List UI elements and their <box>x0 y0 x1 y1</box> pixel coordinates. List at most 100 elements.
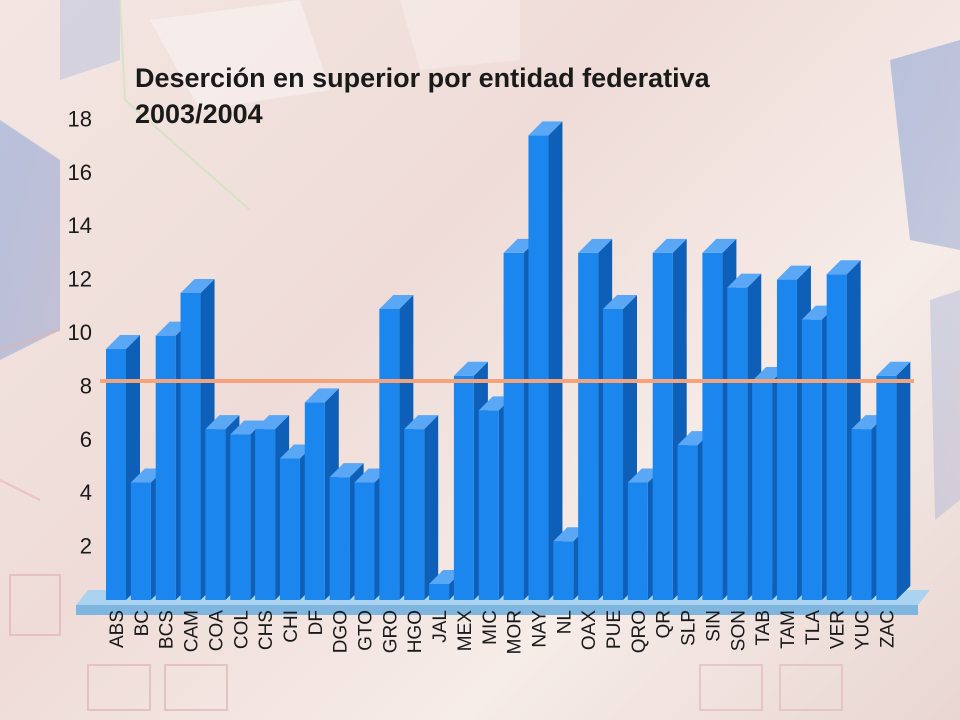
bar-front <box>851 429 872 600</box>
bar-front <box>429 583 450 600</box>
bar-front <box>130 482 151 600</box>
x-tick-label: QRO <box>629 610 650 653</box>
x-tick-label: JAL <box>430 610 451 643</box>
x-tick-label: CHS <box>256 610 277 650</box>
bar-top <box>329 463 364 478</box>
bar-front <box>329 477 350 600</box>
x-tick-label: BCS <box>157 610 178 649</box>
x-tick-label: CHI <box>281 610 302 643</box>
x-tick-label: TAM <box>778 610 799 649</box>
bar-top <box>106 335 140 350</box>
x-tick-label: DGO <box>331 610 352 653</box>
x-tick-label: NL <box>554 610 575 634</box>
bar-front <box>528 135 549 601</box>
bar-front <box>603 308 623 600</box>
y-tick-label: 10 <box>68 320 92 345</box>
x-tick-label: HGO <box>405 610 426 653</box>
bar-top <box>404 415 439 430</box>
bar-front <box>553 541 574 600</box>
bar-front <box>279 458 300 600</box>
y-tick-label: 6 <box>80 427 92 452</box>
x-tick-label: SIN <box>703 610 724 642</box>
x-tick-label: BC <box>132 610 153 636</box>
bar-front <box>379 308 400 600</box>
bars <box>106 121 911 601</box>
bar-side <box>424 415 439 600</box>
bar-top <box>230 420 265 435</box>
x-tick-label: MOR <box>505 610 526 654</box>
bar-top <box>603 294 637 309</box>
bar-front <box>404 429 425 600</box>
x-tick-label: DF <box>306 610 327 635</box>
bar-front <box>801 319 822 600</box>
y-tick-label: 8 <box>80 373 92 398</box>
bar-side <box>548 121 563 601</box>
bar-top <box>876 361 911 376</box>
x-tick-label: ZAC <box>877 610 898 648</box>
bar-top <box>180 278 215 293</box>
bar-top <box>379 294 414 309</box>
bar-front <box>702 252 723 600</box>
bar-front <box>826 274 847 600</box>
bar-top <box>652 238 687 253</box>
bar-top <box>453 361 488 376</box>
bar-front <box>230 434 251 600</box>
bar-front <box>255 429 276 600</box>
bar-front <box>677 445 698 600</box>
x-tick-label: QR <box>654 610 675 639</box>
floor-front <box>76 605 918 615</box>
y-tick-label: 18 <box>68 106 92 131</box>
bar-top <box>255 415 290 430</box>
bar-front <box>453 375 474 600</box>
bar-front <box>776 279 797 600</box>
x-tick-label: CAM <box>182 610 203 652</box>
bar-front <box>106 349 126 600</box>
x-tick-label: VER <box>828 610 849 649</box>
bar-top <box>702 238 737 253</box>
bar-side <box>896 361 911 600</box>
bar-front <box>354 482 375 600</box>
x-tick-label: TLA <box>803 610 824 645</box>
x-tick-label: PUE <box>604 610 625 649</box>
x-tick-label: GRO <box>380 610 401 653</box>
x-tick-label: OAX <box>579 610 600 650</box>
y-tick-label: 14 <box>68 213 92 238</box>
x-tick-label: YUC <box>853 610 874 650</box>
x-tick-label: TAB <box>753 610 774 646</box>
bar-front <box>304 402 325 600</box>
x-tick-label: SON <box>728 610 749 651</box>
bar-top <box>578 238 613 253</box>
bar-front <box>205 429 226 600</box>
x-tick-label: COL <box>231 610 252 649</box>
bar-top <box>205 415 240 430</box>
y-tick-label: 4 <box>80 480 92 505</box>
bar-top <box>727 273 762 288</box>
x-tick-label: ABS <box>107 610 128 648</box>
x-tick-label: MIC <box>480 610 501 645</box>
bar-top <box>304 388 339 403</box>
bar-front <box>503 252 524 600</box>
x-tick-label: MEX <box>455 610 476 652</box>
bar-front <box>876 375 897 600</box>
y-tick-label: 2 <box>80 534 92 559</box>
bar-front <box>478 410 499 600</box>
bar-top <box>776 265 811 280</box>
x-tick-label: NAY <box>529 610 550 648</box>
bar-front <box>652 252 673 600</box>
chart-title: Deserción en superior por entidad federa… <box>135 63 710 129</box>
bar-front <box>752 381 773 600</box>
y-tick-label: 12 <box>68 267 92 292</box>
x-tick-label: COA <box>206 610 227 652</box>
bar-top <box>528 121 563 136</box>
y-tick-label: 16 <box>68 160 92 185</box>
x-axis: ABS BC BCS CAM COA COL CHS CHI DF DGO GTO GRO HGO JAL… <box>107 610 898 655</box>
bar-front <box>180 292 201 600</box>
bar-top <box>826 260 861 275</box>
bar-front <box>727 287 748 600</box>
bar-front <box>155 335 176 600</box>
bar <box>528 121 563 601</box>
x-tick-label: GTO <box>356 610 377 651</box>
bar-front <box>578 252 599 600</box>
